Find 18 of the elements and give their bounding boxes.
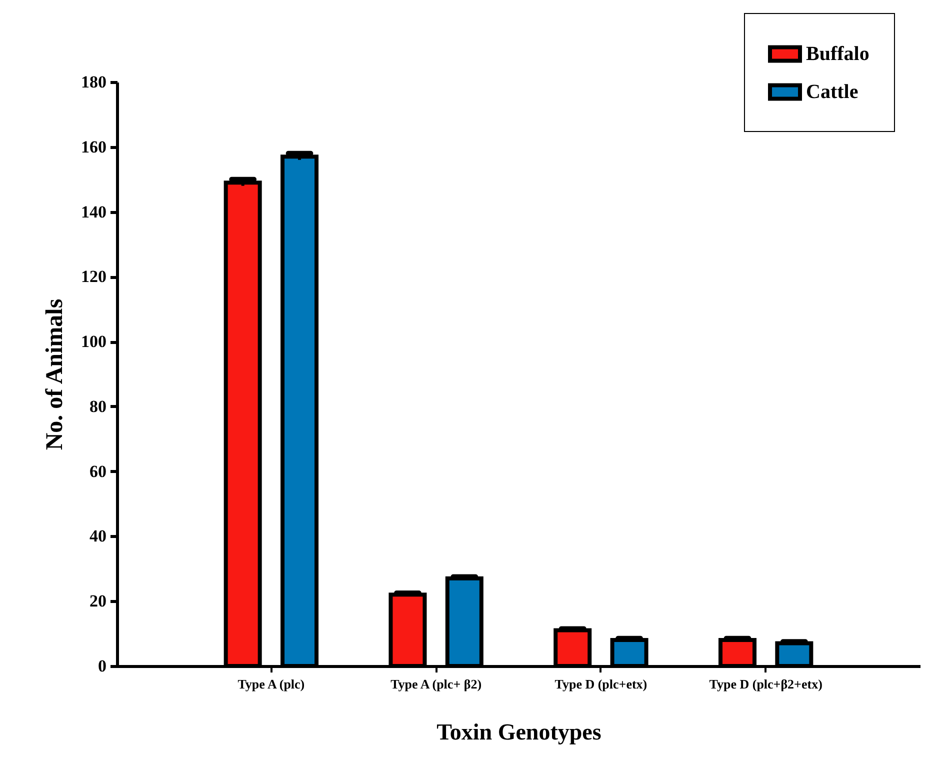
legend-label: Buffalo <box>806 43 870 65</box>
y-tick-label: 180 <box>81 72 106 92</box>
y-tick-label: 60 <box>90 462 106 481</box>
y-tick-label: 100 <box>81 332 106 352</box>
y-tick-label: 160 <box>81 137 106 156</box>
x-tick-label: Type A (plc+ β2) <box>390 676 482 692</box>
y-axis-title: No. of Animals <box>42 298 68 450</box>
y-tick-label: 120 <box>81 267 106 286</box>
y-tick-label: 0 <box>98 656 106 676</box>
x-tick-label: Type A (plc) <box>238 676 305 692</box>
x-tick-label: Type D (plc+β2+etx) <box>709 676 822 692</box>
y-tick-label: 80 <box>90 396 106 416</box>
x-tick-label: Type D (plc+etx) <box>554 676 648 692</box>
legend-label: Cattle <box>806 81 858 103</box>
y-tick-label: 20 <box>90 592 106 611</box>
y-tick-label: 40 <box>90 526 106 546</box>
x-axis-title: Toxin Genotypes <box>436 720 602 744</box>
y-tick-label: 140 <box>81 202 106 222</box>
